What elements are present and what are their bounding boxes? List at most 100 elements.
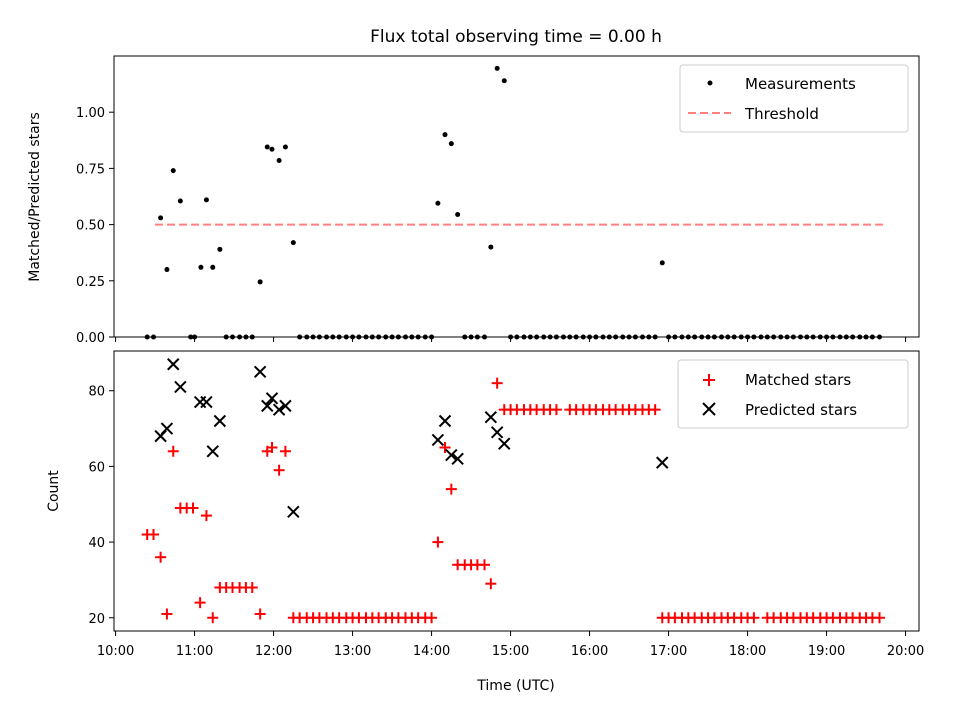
matched-star-point bbox=[445, 483, 457, 495]
measurement-point bbox=[448, 141, 454, 147]
matched-star-point bbox=[161, 608, 173, 620]
legend-matched-label: Matched stars bbox=[745, 371, 851, 389]
predicted-star-point bbox=[213, 414, 227, 428]
top-y-tick-label: 0.75 bbox=[76, 162, 105, 177]
predicted-star-point bbox=[174, 380, 187, 394]
bottom-y-tick-label: 60 bbox=[88, 460, 105, 475]
measurement-point bbox=[257, 279, 263, 285]
chart-title: Flux total observing time = 0.00 h bbox=[370, 27, 662, 47]
matched-stars-series bbox=[141, 377, 886, 624]
matched-star-point bbox=[207, 612, 219, 624]
measurement-point bbox=[442, 132, 448, 138]
bottom-y-tick-label: 20 bbox=[88, 612, 105, 627]
bottom-y-tick-label: 40 bbox=[88, 536, 105, 551]
matched-star-point bbox=[246, 581, 258, 593]
matched-star-point bbox=[426, 612, 438, 624]
measurement-point bbox=[282, 144, 288, 150]
x-tick-label: 13:00 bbox=[334, 644, 371, 659]
predicted-star-point bbox=[656, 456, 669, 469]
matched-star-point bbox=[485, 578, 497, 590]
measurement-point bbox=[290, 240, 296, 246]
measurement-point bbox=[203, 197, 209, 203]
predicted-star-point bbox=[287, 505, 300, 519]
x-tick-label: 16:00 bbox=[571, 644, 608, 659]
matched-star-point bbox=[155, 551, 167, 563]
x-tick-label: 12:00 bbox=[255, 644, 292, 659]
matched-star-point bbox=[187, 502, 199, 514]
measurement-point bbox=[177, 198, 183, 204]
legend-measurements-label: Measurements bbox=[745, 75, 856, 93]
bottom-legend: Matched stars Predicted stars bbox=[677, 359, 909, 429]
predicted-star-point bbox=[451, 452, 464, 466]
predicted-star-point bbox=[445, 448, 458, 462]
measurement-point bbox=[158, 215, 164, 221]
matched-star-point bbox=[194, 597, 206, 609]
bottom-y-tick-label: 80 bbox=[88, 385, 105, 400]
predicted-star-point bbox=[498, 437, 511, 450]
top-axes-frame bbox=[113, 55, 920, 338]
matched-star-point bbox=[254, 608, 266, 620]
x-tick-label: 20:00 bbox=[887, 644, 924, 659]
matched-star-point bbox=[279, 445, 291, 457]
legend-predicted-marker bbox=[702, 402, 716, 416]
predicted-star-point bbox=[484, 411, 498, 424]
legend-predicted-label: Predicted stars bbox=[745, 401, 857, 419]
top-y-tick-label: 0.00 bbox=[76, 331, 105, 346]
measurement-point bbox=[488, 244, 494, 250]
measurement-point bbox=[269, 146, 275, 152]
matched-star-point bbox=[273, 464, 285, 476]
predicted-star-point bbox=[279, 399, 292, 413]
matched-star-point bbox=[491, 377, 503, 389]
bottom-legend-box bbox=[677, 359, 909, 429]
top-y-axis-label: Matched/Predicted stars bbox=[27, 112, 43, 282]
measurement-point bbox=[164, 267, 170, 273]
measurement-point bbox=[435, 200, 441, 206]
top-y-tick-label: 1.00 bbox=[76, 106, 105, 121]
predicted-star-point bbox=[261, 399, 274, 413]
matched-star-point bbox=[550, 404, 562, 416]
matched-star-point bbox=[874, 612, 886, 624]
bottom-y-axis-label: Count bbox=[46, 470, 62, 512]
predicted-star-point bbox=[206, 445, 219, 458]
predicted-star-point bbox=[272, 403, 286, 416]
predicted-stars-series bbox=[154, 358, 669, 519]
x-tick-label: 14:00 bbox=[413, 644, 450, 659]
predicted-star-point bbox=[431, 433, 445, 447]
bottom-panel: 20 40 60 80 10:00 11:00 12:00 13:00 14:00 15:00 1… bbox=[46, 350, 924, 694]
matched-star-point bbox=[200, 510, 212, 522]
predicted-star-point bbox=[438, 414, 452, 428]
measurement-point bbox=[217, 246, 223, 252]
bottom-y-ticks: 20 40 60 80 bbox=[88, 385, 114, 627]
bottom-x-ticks: 10:00 11:00 12:00 13:00 14:00 15:00 16:00 17:00… bbox=[97, 631, 924, 659]
matched-star-point bbox=[167, 445, 179, 457]
measurement-point bbox=[210, 264, 216, 270]
legend-threshold-label: Threshold bbox=[744, 105, 819, 123]
x-tick-label: 15:00 bbox=[492, 644, 529, 659]
top-legend-box bbox=[679, 64, 909, 133]
measurement-point bbox=[501, 78, 507, 84]
matched-star-point bbox=[439, 441, 451, 453]
measurement-point bbox=[455, 211, 461, 217]
x-tick-label: 18:00 bbox=[729, 644, 766, 659]
measurement-point bbox=[276, 158, 282, 164]
matched-star-point bbox=[147, 529, 159, 541]
x-tick-label: 11:00 bbox=[176, 644, 213, 659]
x-axis-label: Time (UTC) bbox=[476, 678, 554, 694]
measurement-point bbox=[198, 264, 204, 270]
measurement-point bbox=[659, 260, 665, 266]
bottom-axes-frame bbox=[113, 350, 920, 632]
matched-star-point bbox=[479, 559, 491, 571]
top-panel: 0.00 0.25 0.50 0.75 1.00 Matched/Predicted s… bbox=[27, 55, 920, 346]
x-tick-label: 19:00 bbox=[808, 644, 845, 659]
x-tick-label: 10:00 bbox=[97, 644, 134, 659]
predicted-star-point bbox=[160, 422, 174, 435]
measurement-point bbox=[264, 144, 270, 150]
measurement-point bbox=[170, 168, 176, 174]
matched-star-point bbox=[266, 441, 278, 453]
top-y-tick-label: 0.50 bbox=[76, 219, 105, 234]
predicted-star-point bbox=[200, 395, 213, 409]
top-y-ticks: 0.00 0.25 0.50 0.75 1.00 bbox=[76, 106, 114, 346]
legend-matched-marker bbox=[703, 374, 715, 386]
matched-star-point bbox=[432, 536, 444, 548]
